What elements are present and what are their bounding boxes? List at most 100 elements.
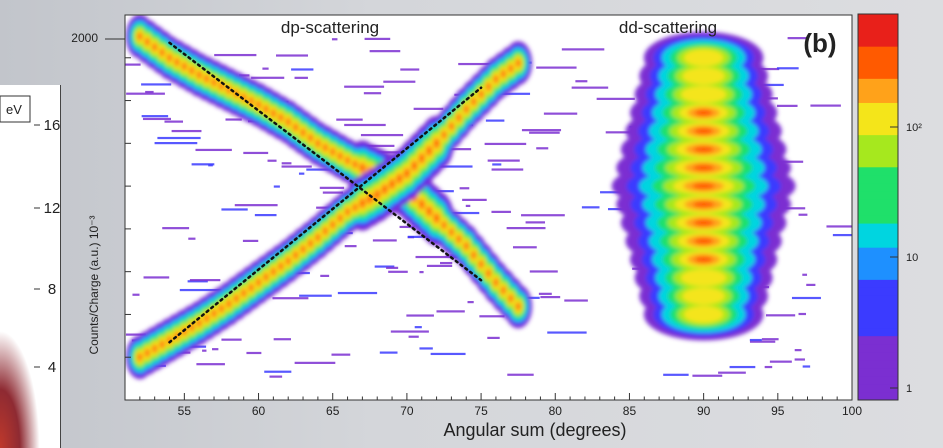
dd-cluster-blob bbox=[693, 164, 715, 171]
noise-stripe bbox=[487, 336, 500, 340]
dp-band-ascending-blob bbox=[331, 221, 335, 228]
noise-stripe bbox=[145, 90, 154, 94]
noise-stripe bbox=[164, 120, 184, 123]
noise-stripe bbox=[154, 142, 198, 145]
noise-stripe bbox=[344, 123, 386, 127]
x-axis-label: Angular sum (degrees) bbox=[443, 420, 626, 440]
noise-stripe bbox=[291, 68, 314, 71]
dp-band-ascending-blob bbox=[152, 346, 157, 352]
x-tick-label: 75 bbox=[474, 404, 488, 418]
noise-stripe bbox=[561, 48, 605, 51]
colorbar-tick-label: 10² bbox=[906, 122, 922, 134]
left-partial-curve bbox=[0, 330, 40, 448]
noise-stripe bbox=[126, 92, 165, 95]
noise-stripe bbox=[491, 168, 524, 171]
dp-band-descending-blob bbox=[145, 39, 149, 45]
noise-stripe bbox=[187, 280, 208, 283]
colorbar-segment bbox=[858, 287, 898, 296]
noise-stripe bbox=[810, 104, 841, 107]
x-tick-label: 55 bbox=[178, 404, 192, 418]
annotation-dp-scattering: dp-scattering bbox=[281, 18, 379, 37]
noise-stripe bbox=[294, 361, 336, 364]
dp-band-ascending-blob bbox=[509, 65, 513, 72]
noise-stripe bbox=[221, 338, 242, 341]
noise-stripe bbox=[221, 208, 248, 211]
noise-stripe bbox=[571, 86, 609, 89]
dp-band-descending-blob bbox=[501, 287, 506, 294]
noise-stripe bbox=[360, 133, 404, 137]
dd-cluster-blob bbox=[683, 305, 724, 324]
dp-band-descending-blob bbox=[434, 214, 439, 222]
dp-band-ascending-blob bbox=[516, 60, 520, 66]
dp-band-ascending-blob bbox=[501, 71, 506, 77]
colorbar-segment bbox=[858, 70, 898, 79]
noise-stripe bbox=[225, 118, 242, 121]
dp-band-descending-blob bbox=[138, 33, 142, 40]
noise-stripe bbox=[547, 331, 587, 334]
noise-stripe bbox=[344, 85, 385, 88]
noise-stripe bbox=[765, 314, 796, 317]
dp-band-descending-blob bbox=[353, 161, 357, 167]
x-tick-label: 60 bbox=[252, 404, 266, 418]
noise-stripe bbox=[294, 76, 308, 79]
plot-frame bbox=[124, 14, 853, 401]
noise-stripe bbox=[179, 288, 222, 292]
dp-band-descending-blob bbox=[331, 149, 335, 155]
colorbar-segment bbox=[858, 22, 898, 31]
x-tick-label: 65 bbox=[326, 404, 340, 418]
colorbar-segment bbox=[858, 150, 898, 160]
dp-band-ascending-blob bbox=[160, 341, 164, 348]
noise-stripe bbox=[749, 338, 762, 342]
noise-stripe bbox=[276, 54, 309, 57]
dp-band-descending-blob bbox=[197, 72, 201, 78]
noise-stripe bbox=[125, 63, 141, 66]
noise-stripe bbox=[331, 353, 351, 356]
dd-cluster-blob bbox=[682, 287, 725, 305]
colorbar-segment bbox=[858, 174, 898, 184]
noise-stripe bbox=[436, 310, 465, 313]
noise-stripe bbox=[369, 50, 401, 53]
colorbar-segment bbox=[858, 166, 898, 176]
colorbar-segment bbox=[858, 367, 898, 377]
dp-band-ascending-blob bbox=[301, 246, 305, 252]
dp-band-ascending-blob bbox=[271, 269, 276, 275]
x-tick-label: 85 bbox=[623, 404, 637, 418]
dp-band-descending-blob bbox=[190, 67, 194, 74]
noise-stripe bbox=[538, 292, 552, 295]
dp-band-descending-blob bbox=[204, 75, 209, 82]
dp-band-ascending-blob bbox=[404, 169, 409, 177]
dd-cluster-blob bbox=[694, 109, 713, 116]
left-panel-tick-label: 4 bbox=[48, 359, 56, 376]
dd-cluster-blob bbox=[680, 85, 727, 104]
dp-band-descending-blob bbox=[427, 207, 432, 215]
left-panel-ticks: 16 12 8 4 bbox=[34, 117, 60, 376]
dp-band-ascending-blob bbox=[419, 155, 424, 162]
noise-stripe bbox=[487, 159, 520, 162]
colorbar-segment bbox=[858, 134, 898, 144]
dp-band-descending-blob bbox=[249, 98, 253, 104]
dp-band-ascending-blob bbox=[197, 320, 201, 326]
noise-stripe bbox=[322, 191, 343, 194]
dp-band-ascending-blob bbox=[382, 186, 387, 193]
dp-band-descending-blob bbox=[293, 124, 298, 130]
colorbar-segment bbox=[858, 351, 898, 361]
dp-band-ascending-blob bbox=[479, 91, 483, 97]
noise-stripe bbox=[492, 163, 502, 166]
noise-stripe bbox=[370, 151, 412, 154]
colorbar-segment bbox=[858, 78, 898, 87]
dp-band-descending-blob bbox=[286, 119, 290, 125]
dp-band-descending-blob bbox=[457, 236, 461, 242]
colorbar-segment bbox=[858, 118, 898, 128]
dp-band-descending-blob bbox=[152, 44, 157, 50]
noise-stripe bbox=[254, 213, 277, 217]
noise-stripe bbox=[692, 374, 723, 377]
dp-band-descending-blob bbox=[264, 106, 268, 112]
colorbar-tick-label: 1 bbox=[906, 383, 912, 395]
noise-stripe bbox=[525, 221, 546, 224]
dp-band-descending-blob bbox=[167, 55, 172, 61]
dp-band-ascending-blob bbox=[442, 132, 446, 138]
noise-stripe bbox=[212, 348, 219, 351]
y-axis-ticks bbox=[105, 38, 131, 358]
noise-stripe bbox=[798, 213, 808, 216]
